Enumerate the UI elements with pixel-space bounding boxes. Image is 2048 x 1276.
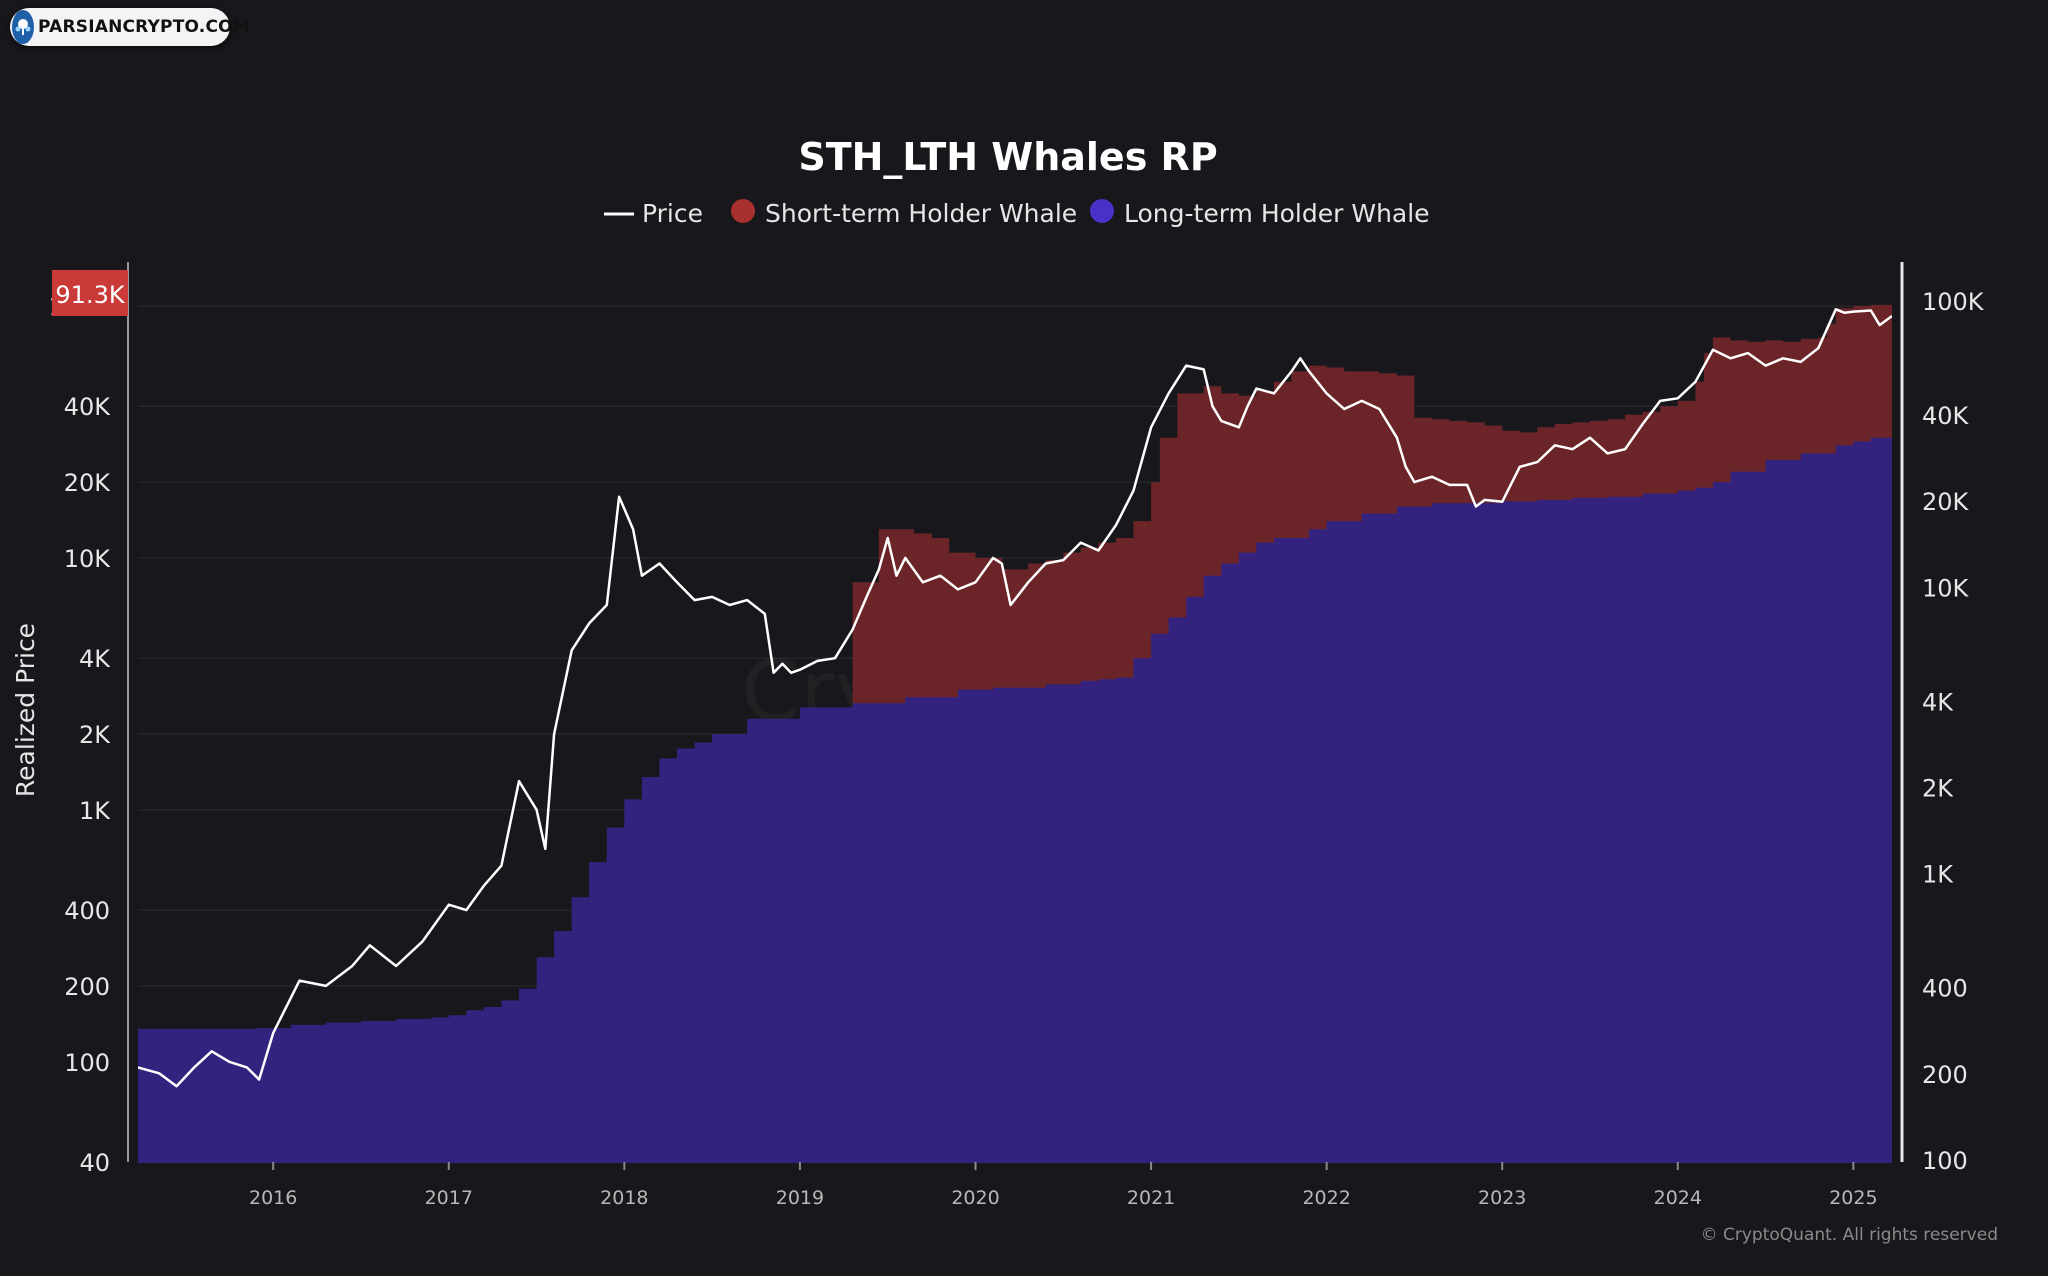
left-axis-ticks: 401002004001K2K4K10K20K40K100K	[48, 293, 111, 1177]
legend-lth-label: Long-term Holder Whale	[1124, 199, 1430, 228]
left-tick-label: 40	[79, 1149, 110, 1177]
right-tick-label: 400	[1922, 975, 1968, 1003]
x-tick-label: 2019	[776, 1187, 824, 1209]
chart-title: STH_LTH Whales RP	[798, 135, 1217, 179]
legend: Price Short-term Holder Whale Long-term …	[604, 199, 1430, 228]
right-tick-label: 100K	[1922, 288, 1985, 316]
x-tick-label: 2025	[1829, 1187, 1877, 1209]
copyright-footer: © CryptoQuant. All rights reserved	[1701, 1225, 1998, 1245]
x-tick-label: 2023	[1478, 1187, 1526, 1209]
legend-sth-label: Short-term Holder Whale	[765, 199, 1077, 228]
left-tick-label: 400	[64, 897, 110, 925]
left-tick-label: 200	[64, 973, 110, 1001]
left-tick-label: 4K	[79, 645, 111, 673]
left-tick-label: 20K	[64, 469, 112, 497]
x-tick-label: 2021	[1127, 1187, 1175, 1209]
left-tick-label: 40K	[64, 393, 112, 421]
left-tick-label: 1K	[79, 797, 111, 825]
x-tick-label: 2020	[951, 1187, 999, 1209]
right-tick-label: 10K	[1922, 574, 1970, 602]
right-tick-label: 100	[1922, 1147, 1968, 1175]
lth-whale-area	[138, 437, 1892, 1163]
x-tick-label: 2017	[425, 1187, 473, 1209]
last-value-badge-bg	[52, 270, 128, 316]
right-tick-label: 2K	[1922, 774, 1954, 802]
legend-lth-swatch	[1090, 199, 1114, 223]
legend-price-label: Price	[642, 199, 703, 228]
x-tick-label: 2022	[1302, 1187, 1350, 1209]
parsiancrypto-logo: PARSIANCRYPTO.COM	[10, 8, 250, 46]
x-axis-ticks: 2016 2017 2018 2019 2020 2021 2022 2023 2024 2025	[249, 1162, 1878, 1209]
legend-sth-swatch	[731, 199, 755, 223]
tree-icon	[12, 10, 34, 44]
x-tick-label: 2018	[600, 1187, 648, 1209]
price-line	[138, 308, 1892, 1088]
right-tick-label: 1K	[1922, 861, 1954, 889]
x-tick-label: 2016	[249, 1187, 297, 1209]
left-tick-label: 100	[64, 1049, 110, 1077]
right-tick-label: 200	[1922, 1061, 1968, 1089]
right-axis-ticks: 100 200 400 1K 2K 4K 10K 20K 40K 100K	[1922, 288, 1985, 1175]
right-tick-label: 40K	[1922, 402, 1970, 430]
y-axis-label: Realized Price	[11, 623, 40, 797]
logo-text: PARSIANCRYPTO.COM	[38, 17, 250, 37]
last-value-badge-text: 91.3K	[55, 281, 125, 309]
left-tick-label: 2K	[79, 721, 111, 749]
right-tick-label: 4K	[1922, 688, 1954, 716]
left-tick-label: 10K	[64, 545, 112, 573]
right-tick-label: 20K	[1922, 488, 1970, 516]
last-value-badge: 91.3K	[52, 270, 128, 316]
x-tick-label: 2024	[1654, 1187, 1702, 1209]
